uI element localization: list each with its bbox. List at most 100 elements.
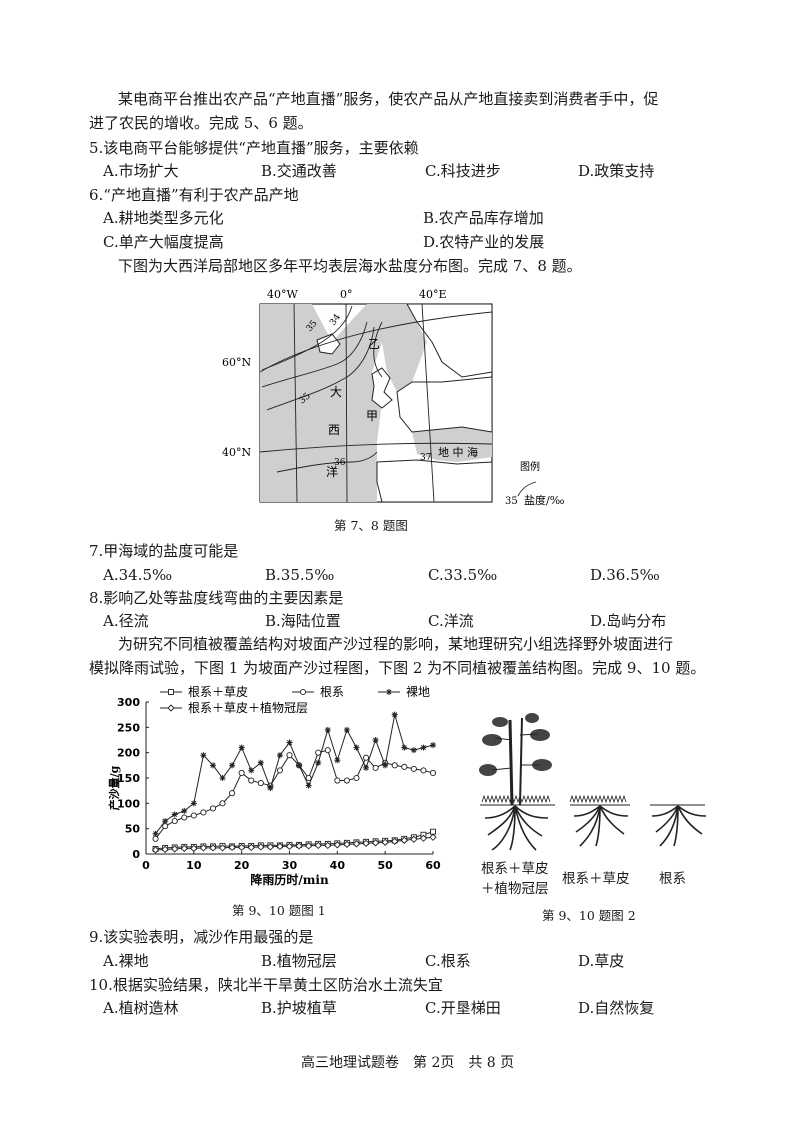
data-point — [305, 782, 312, 789]
data-point — [209, 844, 217, 852]
data-point — [295, 842, 303, 850]
x-tick-label: 40 — [330, 859, 346, 872]
data-point — [372, 737, 379, 743]
data-point — [257, 843, 265, 851]
question-5-option-a[interactable]: A.市场扩大 — [103, 162, 179, 180]
question-6-option-c[interactable]: C.单产大幅度提高 — [103, 233, 224, 251]
data-point — [276, 842, 284, 851]
data-point — [305, 774, 312, 782]
place-label-xi: 西 — [328, 423, 340, 437]
question-7-option-a[interactable]: A.34.5‰ — [103, 566, 173, 584]
data-point — [304, 842, 313, 850]
data-point — [229, 790, 236, 797]
legend-item: 根系＋草皮 — [160, 685, 248, 699]
data-point — [401, 763, 408, 770]
question-8-option-c[interactable]: C.洋流 — [428, 612, 474, 630]
intro-56-line1: 某电商平台推出农产品“产地直播”服务，使农产品从产地直接卖到消费者手中，促 — [118, 90, 659, 108]
question-7-option-d[interactable]: D.36.5‰ — [590, 566, 660, 584]
data-point — [181, 814, 188, 821]
x-tick-label: 60 — [425, 859, 441, 872]
x-tick-label: 10 — [186, 859, 202, 872]
plant-canopy-grass-roots — [479, 713, 555, 851]
data-point — [171, 845, 179, 853]
data-point — [209, 762, 216, 769]
data-point — [266, 843, 275, 851]
question-9-option-c[interactable]: C.根系 — [425, 952, 471, 970]
question-6-option-b[interactable]: B.农产品库存增加 — [423, 209, 544, 227]
data-point — [257, 780, 264, 787]
data-point — [352, 840, 361, 848]
series-line — [155, 714, 434, 835]
data-point — [238, 769, 245, 776]
question-10-option-b[interactable]: B.护坡植草 — [261, 999, 337, 1017]
y-tick-label: 100 — [117, 797, 140, 810]
data-point — [381, 838, 389, 846]
legend-item: 裸地 — [378, 684, 430, 699]
data-point — [181, 807, 188, 814]
data-point — [152, 835, 159, 842]
question-10-option-c[interactable]: C.开垦梯田 — [425, 999, 501, 1017]
question-7-option-b[interactable]: B.35.5‰ — [265, 566, 335, 584]
question-5-option-d[interactable]: D.政策支持 — [578, 162, 655, 180]
data-point — [167, 704, 175, 712]
data-point — [372, 764, 379, 771]
y-tick-label: 150 — [117, 772, 140, 785]
isoline-label-37: 37 — [420, 453, 432, 463]
data-point — [400, 836, 408, 844]
y-tick-label: 50 — [125, 823, 141, 836]
question-9-stem: 9.该实验表明，减沙作用最强的是 — [89, 928, 314, 946]
question-8-option-a[interactable]: A.径流 — [103, 612, 149, 630]
question-10-option-a[interactable]: A.植树造林 — [103, 999, 179, 1017]
question-8-option-d[interactable]: D.岛屿分布 — [590, 612, 667, 630]
fig2-label-1b: ＋植物冠层 — [481, 881, 549, 897]
question-10-option-d[interactable]: D.自然恢复 — [578, 999, 655, 1017]
data-point — [343, 840, 351, 849]
question-7-option-c[interactable]: C.33.5‰ — [428, 566, 498, 584]
legend-item: 根系＋草皮＋植物冠层 — [160, 700, 308, 715]
intro-910-line1: 为研究不同植被覆盖结构对坡面产沙过程的影响，某地理研究小组选择野外坡面进行 — [118, 635, 674, 653]
data-point — [420, 744, 427, 751]
data-point — [209, 805, 217, 812]
data-point — [430, 828, 436, 835]
question-5-option-c[interactable]: C.科技进步 — [425, 162, 501, 180]
plant-grass-roots — [569, 794, 630, 847]
data-point — [382, 762, 389, 769]
data-point — [333, 841, 341, 849]
data-point — [410, 747, 417, 754]
map-legend-title: 图例 — [520, 460, 540, 473]
series-asterisk — [152, 711, 436, 837]
data-point — [190, 844, 198, 853]
sediment-chart: 0 10 20 30 40 50 60 0 50 100 150 200 250 300 降雨历时/min 产… — [107, 684, 441, 887]
x-tick-label: 30 — [282, 859, 298, 872]
series-circle — [152, 747, 437, 842]
data-point — [180, 844, 188, 853]
question-9-option-b[interactable]: B.植物冠层 — [261, 952, 337, 970]
data-point — [161, 845, 169, 854]
question-9-option-d[interactable]: D.草皮 — [578, 952, 625, 970]
data-point — [419, 834, 428, 842]
data-point — [229, 762, 236, 769]
question-8-option-b[interactable]: B.海陆位置 — [265, 612, 341, 630]
lat-label-40n: 40°N — [222, 446, 251, 459]
data-point — [343, 726, 350, 733]
data-point — [267, 785, 274, 792]
legend-label: 根系＋草皮 — [188, 685, 248, 699]
question-5-option-b[interactable]: B.交通改善 — [261, 162, 337, 180]
data-point — [410, 765, 417, 772]
data-point — [401, 744, 408, 751]
data-point — [420, 767, 427, 774]
lat-label-60n: 60°N — [222, 356, 251, 369]
question-6-option-a[interactable]: A.耕地类型多元化 — [103, 209, 224, 227]
question-9-option-a[interactable]: A.裸地 — [103, 952, 149, 970]
data-point — [391, 837, 399, 845]
data-point — [391, 762, 398, 769]
data-point — [190, 800, 197, 807]
y-tick-label: 0 — [132, 848, 140, 861]
data-point — [247, 843, 255, 852]
question-6-option-d[interactable]: D.农特产业的发展 — [423, 233, 545, 251]
data-point — [343, 777, 350, 784]
page-footer: 高三地理试题卷 第 2页 共 8 页 — [301, 1055, 515, 1071]
data-point — [276, 752, 283, 759]
question-10-stem: 10.根据实验结果，陕北半干旱黄土区防治水土流失宜 — [89, 976, 443, 994]
x-tick-label: 50 — [378, 859, 394, 872]
